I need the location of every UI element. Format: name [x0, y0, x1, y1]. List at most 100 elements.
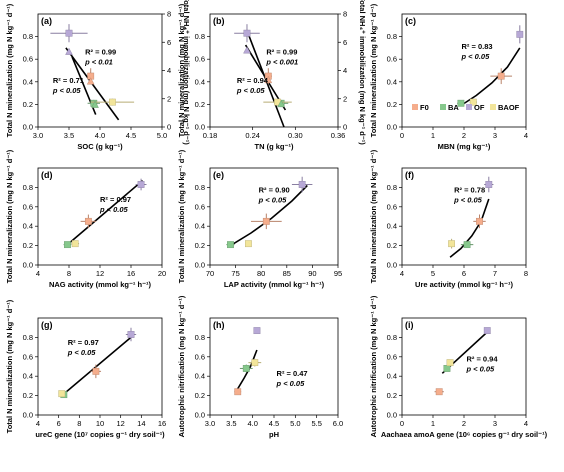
- data-point-f0: [497, 72, 505, 80]
- panel-e: 70 75 80 85 90 95 0.0 0.2 0.4 0.6 0.8 LAP activity …: [177, 149, 342, 289]
- y-tick-label: 0.8: [387, 333, 397, 342]
- x-axis-label: MBN (mg kg⁻¹): [438, 142, 491, 151]
- y-tick-label: 0.8: [23, 333, 33, 342]
- x-axis-label: NAG activity (mmol kg⁻¹ h⁻¹): [49, 280, 152, 289]
- plot-frame: [401, 317, 527, 416]
- y-tick-label: 0.2: [195, 241, 205, 250]
- data-point-of: [516, 30, 524, 38]
- data-point-of: [243, 29, 251, 37]
- data-point-baof: [448, 240, 455, 248]
- x-tick-label: 3.0: [205, 419, 215, 428]
- secondary-point-ba: [91, 100, 99, 108]
- x-tick-label: 4.0: [247, 419, 257, 428]
- y-tick-label: 0.2: [195, 391, 205, 400]
- x-tick-label: 8: [524, 269, 528, 278]
- x-tick-label: 8: [67, 269, 71, 278]
- y-tick-label: 0.0: [387, 411, 397, 420]
- y-axis-label: Total N mineralization (mg N kg⁻¹ d⁻¹): [177, 3, 186, 137]
- data-point-ba: [64, 241, 71, 249]
- y-tick-label: 0.0: [23, 411, 33, 420]
- x-tick-label: 16: [127, 269, 135, 278]
- panel-c: 0 1 2 3 4 0.0 0.2 0.4 0.6 0.8 MBN (mg kg⁻¹) Total N…: [369, 3, 528, 151]
- p-value-annotation: p < 0.05: [276, 379, 306, 388]
- y-tick-label: 0.6: [195, 202, 205, 211]
- x-axis-label: pH: [269, 430, 279, 439]
- secondary-point-f0: [86, 77, 95, 85]
- data-point-ba: [457, 99, 465, 107]
- p-value-annotation: p < 0.05: [461, 52, 491, 61]
- panel-a: 3.0 3.5 4.0 4.5 5.0 0.0 0.2 0.4 0.6 0.8 0 2 4 6 8 Total…: [5, 0, 191, 151]
- data-point-f0: [84, 217, 92, 225]
- x-tick-label: 12: [116, 419, 124, 428]
- y-tick-label: 0.0: [195, 261, 205, 270]
- panel-label: (f): [405, 170, 414, 180]
- y2-tick-label: 8: [167, 10, 171, 19]
- data-point-of: [65, 29, 73, 37]
- y-tick-label: 0.6: [387, 202, 397, 211]
- y2-tick-label: 6: [343, 38, 347, 47]
- r2-annotation: R² = 0.71: [53, 76, 84, 85]
- y-tick-label: 0.0: [387, 123, 397, 132]
- data-point-of: [127, 331, 135, 338]
- data-point-f0: [435, 388, 443, 396]
- panel-h: 3.0 3.5 4.0 4.5 5.0 5.5 6.0 0.0 0.2 0.4 0.6 0.8 pH Au…: [177, 295, 343, 439]
- data-point-of: [253, 327, 261, 335]
- r2-annotation: R² = 0.99: [266, 48, 297, 57]
- x-tick-label: 0.24: [245, 131, 260, 140]
- y-tick-label: 0.8: [387, 183, 397, 192]
- y-tick-label: 0.0: [23, 123, 33, 132]
- p-value-annotation: p < 0.05: [99, 205, 129, 214]
- x-tick-label: 6.0: [333, 419, 343, 428]
- y-tick-label: 0.6: [23, 202, 33, 211]
- panel-label: (b): [213, 16, 225, 26]
- data-point-f0: [476, 217, 483, 225]
- x-tick-label: 6: [462, 269, 466, 278]
- data-point-of: [485, 181, 493, 188]
- y-axis-label: Total N mineralization (mg N kg⁻¹ d⁻¹): [5, 3, 14, 137]
- x-tick-label: 14: [137, 419, 145, 428]
- p-value-annotation: p < 0.05: [258, 195, 288, 204]
- y-tick-label: 0.6: [23, 352, 33, 361]
- x-tick-label: 95: [334, 269, 342, 278]
- y-tick-label: 0.4: [23, 222, 33, 231]
- legend-swatch-f0: [412, 104, 418, 110]
- data-point-baof: [251, 359, 259, 367]
- plot-frame: [209, 317, 339, 416]
- panel-label: (h): [213, 320, 225, 330]
- y-axis-label: Autotrophic nitrification (mg N kg⁻¹ d⁻¹…: [177, 295, 186, 437]
- p-value-annotation: p < 0.05: [453, 195, 483, 204]
- data-point-f0: [262, 217, 270, 225]
- legend-swatch-ba: [440, 104, 446, 110]
- y2-tick-label: 0: [167, 123, 171, 132]
- panel-label: (i): [405, 320, 414, 330]
- x-tick-label: 5.0: [290, 419, 300, 428]
- y-tick-label: 0.2: [387, 391, 397, 400]
- y-tick-label: 0.4: [23, 77, 33, 86]
- x-tick-label: 4: [36, 419, 40, 428]
- regression-line: [230, 184, 308, 247]
- panel-g: 4 6 8 10 12 14 16 0.0 0.2 0.4 0.6 0.8 ureC gene (10⁷…: [5, 299, 166, 439]
- r2-annotation: R² = 0.99: [85, 48, 116, 57]
- x-tick-label: 3: [493, 131, 497, 140]
- legend-label: OF: [474, 103, 485, 112]
- y-tick-label: 0.6: [387, 55, 397, 64]
- legend-label: F0: [420, 103, 429, 112]
- r2-annotation: R² = 0.97: [100, 195, 131, 204]
- y-tick-label: 0.2: [387, 241, 397, 250]
- x-tick-label: 80: [257, 269, 265, 278]
- y-axis-label: Autotrophic nitrification (mg N kg⁻¹ d⁻¹…: [369, 295, 378, 437]
- y-tick-label: 0.4: [23, 372, 33, 381]
- data-point-f0: [234, 388, 242, 396]
- y-tick-label: 0.4: [195, 222, 205, 231]
- data-point-baof: [58, 390, 66, 398]
- legend-swatch-of: [466, 104, 472, 110]
- x-tick-label: 20: [158, 269, 166, 278]
- legend-label: BAOF: [498, 103, 520, 112]
- data-point-ba: [463, 241, 471, 249]
- secondary-point-f0: [264, 75, 273, 84]
- y-tick-label: 0.4: [387, 222, 397, 231]
- y-tick-label: 0.4: [195, 372, 205, 381]
- y-axis-label: Total N mineralization (mg N kg⁻¹ d⁻¹): [5, 149, 14, 283]
- data-point-ba: [242, 365, 250, 372]
- y-tick-label: 0.8: [23, 32, 33, 41]
